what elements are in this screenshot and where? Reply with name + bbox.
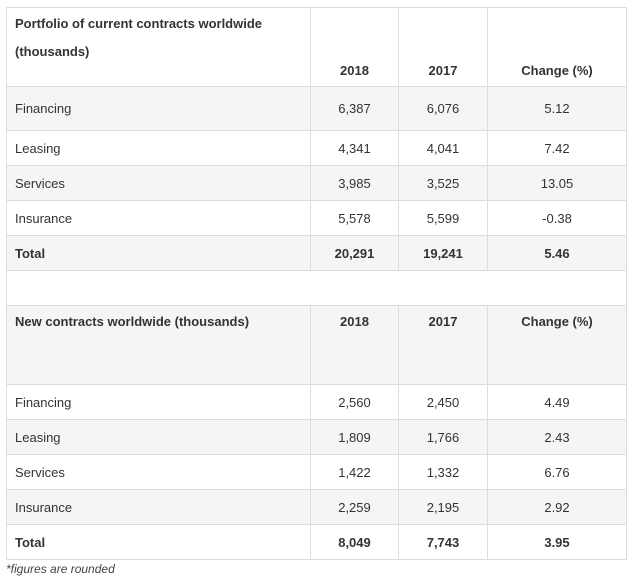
value-cell: 2,195 bbox=[398, 489, 488, 525]
value-cell: 5.46 bbox=[487, 235, 627, 271]
value-cell: 7.42 bbox=[487, 130, 627, 166]
row-label: Services bbox=[6, 454, 311, 490]
value-cell: 4.49 bbox=[487, 384, 627, 420]
spacer-cell bbox=[6, 270, 627, 306]
value-cell: 13.05 bbox=[487, 165, 627, 201]
value-cell: 5.12 bbox=[487, 86, 627, 131]
data-row: Total 8,049 7,743 3.95 bbox=[6, 524, 627, 560]
value-cell: 5,578 bbox=[310, 200, 399, 236]
header-row: New contracts worldwide (thousands) 2018 2… bbox=[6, 305, 627, 385]
value-cell: 1,422 bbox=[310, 454, 399, 490]
value-cell: 3.95 bbox=[487, 524, 627, 560]
spacer-row bbox=[6, 270, 627, 306]
header-label: New contracts worldwide (thousands) bbox=[6, 305, 311, 385]
value-cell: 1,766 bbox=[398, 419, 488, 455]
header-row: Portfolio of current contracts worldwide… bbox=[6, 7, 627, 87]
value-cell: 1,809 bbox=[310, 419, 399, 455]
data-row: Services 3,985 3,525 13.05 bbox=[6, 165, 627, 201]
value-cell: 2,450 bbox=[398, 384, 488, 420]
value-cell: 2,560 bbox=[310, 384, 399, 420]
data-row: Financing 6,387 6,076 5.12 bbox=[6, 86, 627, 131]
value-cell: 6,076 bbox=[398, 86, 488, 131]
value-cell: 5,599 bbox=[398, 200, 488, 236]
data-row: Insurance 2,259 2,195 2.92 bbox=[6, 489, 627, 525]
header-cell: 2017 bbox=[398, 7, 488, 87]
value-cell: 4,041 bbox=[398, 130, 488, 166]
value-cell: 3,525 bbox=[398, 165, 488, 201]
row-label: Leasing bbox=[6, 130, 311, 166]
footnote: *figures are rounded bbox=[6, 562, 115, 576]
data-row: Leasing 4,341 4,041 7.42 bbox=[6, 130, 627, 166]
value-cell: 4,341 bbox=[310, 130, 399, 166]
value-cell: 3,985 bbox=[310, 165, 399, 201]
value-cell: 6.76 bbox=[487, 454, 627, 490]
value-cell: 1,332 bbox=[398, 454, 488, 490]
value-cell: 20,291 bbox=[310, 235, 399, 271]
data-row: Total 20,291 19,241 5.46 bbox=[6, 235, 627, 271]
value-cell: 7,743 bbox=[398, 524, 488, 560]
row-label: Financing bbox=[6, 384, 311, 420]
row-label: Total bbox=[6, 235, 311, 271]
header-cell: 2018 bbox=[310, 305, 399, 385]
header-cell: Change (%) bbox=[487, 305, 627, 385]
data-row: Financing 2,560 2,450 4.49 bbox=[6, 384, 627, 420]
tables: Portfolio of current contracts worldwide… bbox=[6, 7, 627, 560]
value-cell: 2.92 bbox=[487, 489, 627, 525]
header-cell: Change (%) bbox=[487, 7, 627, 87]
data-row: Insurance 5,578 5,599 -0.38 bbox=[6, 200, 627, 236]
header-cell: 2017 bbox=[398, 305, 488, 385]
row-label: Insurance bbox=[6, 200, 311, 236]
row-label: Leasing bbox=[6, 419, 311, 455]
value-cell: 19,241 bbox=[398, 235, 488, 271]
data-row: Leasing 1,809 1,766 2.43 bbox=[6, 419, 627, 455]
value-cell: 2.43 bbox=[487, 419, 627, 455]
row-label: Total bbox=[6, 524, 311, 560]
value-cell: 6,387 bbox=[310, 86, 399, 131]
value-cell: 2,259 bbox=[310, 489, 399, 525]
value-cell: -0.38 bbox=[487, 200, 627, 236]
row-label: Financing bbox=[6, 86, 311, 131]
row-label: Services bbox=[6, 165, 311, 201]
value-cell: 8,049 bbox=[310, 524, 399, 560]
header-cell: 2018 bbox=[310, 7, 399, 87]
header-label: Portfolio of current contracts worldwide… bbox=[6, 7, 311, 87]
data-row: Services 1,422 1,332 6.76 bbox=[6, 454, 627, 490]
contracts-table: Portfolio of current contracts worldwide… bbox=[6, 7, 627, 560]
row-label: Insurance bbox=[6, 489, 311, 525]
